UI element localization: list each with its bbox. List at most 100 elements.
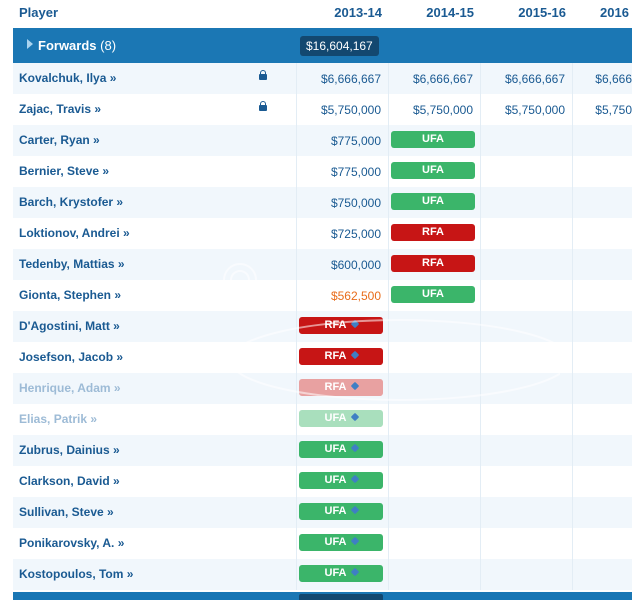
column-divider: [388, 63, 389, 94]
ufa-status-badge[interactable]: UFA: [299, 472, 383, 489]
year-header-2016[interactable]: 2016: [600, 5, 629, 20]
player-name-link[interactable]: Carter, Ryan »: [19, 133, 100, 147]
column-divider: [572, 156, 573, 187]
status-badge-label: RFA: [422, 257, 444, 269]
player-name-link[interactable]: Gionta, Stephen »: [19, 288, 122, 302]
column-divider: [572, 373, 573, 404]
rfa-status-badge[interactable]: RFA: [299, 317, 383, 334]
ufa-status-badge[interactable]: UFA: [391, 162, 475, 179]
year-header-2014-15[interactable]: 2014-15: [426, 5, 474, 20]
column-divider: [388, 373, 389, 404]
player-name-link[interactable]: Tedenby, Mattias »: [19, 257, 125, 271]
column-divider: [296, 187, 297, 218]
player-name-link[interactable]: Kovalchuk, Ilya »: [19, 71, 117, 85]
column-divider: [388, 342, 389, 373]
column-divider: [296, 342, 297, 373]
ufa-status-badge[interactable]: UFA: [299, 441, 383, 458]
tag-icon: [350, 319, 359, 329]
column-divider: [480, 435, 481, 466]
column-divider: [388, 435, 389, 466]
ufa-status-badge[interactable]: UFA: [299, 534, 383, 551]
column-divider: [296, 311, 297, 342]
table-row: Zubrus, Dainius » UFA: [13, 435, 632, 466]
column-divider: [388, 404, 389, 435]
table-row: Henrique, Adam » RFA: [13, 373, 632, 404]
column-divider: [388, 94, 389, 125]
player-name-link[interactable]: Sullivan, Steve »: [19, 505, 114, 519]
player-name-link[interactable]: Clarkson, David »: [19, 474, 120, 488]
player-name-link[interactable]: Zubrus, Dainius »: [19, 443, 120, 457]
column-divider: [480, 125, 481, 156]
ufa-status-badge[interactable]: UFA: [391, 193, 475, 210]
column-divider: [296, 125, 297, 156]
group-title: Forwards (8): [38, 38, 117, 53]
column-divider: [572, 94, 573, 125]
column-divider: [296, 94, 297, 125]
player-name-link[interactable]: Josefson, Jacob »: [19, 350, 124, 364]
table-row: Sullivan, Steve » UFA: [13, 497, 632, 528]
table-header: Player 2013-14 2014-15 2015-16 2016: [0, 0, 632, 27]
status-badge-label: RFA: [324, 350, 347, 362]
rfa-status-badge[interactable]: RFA: [391, 255, 475, 272]
salary-cell: $6,666: [595, 72, 632, 86]
column-divider: [572, 187, 573, 218]
year-header-2015-16[interactable]: 2015-16: [518, 5, 566, 20]
column-divider: [480, 497, 481, 528]
player-name-link[interactable]: Henrique, Adam »: [19, 381, 121, 395]
column-divider: [480, 404, 481, 435]
table-row: D'Agostini, Matt » RFA: [13, 311, 632, 342]
column-divider: [296, 63, 297, 94]
year-header-2013-14[interactable]: 2013-14: [334, 5, 382, 20]
player-name-link[interactable]: Kostopoulos, Tom »: [19, 567, 134, 581]
player-column-header[interactable]: Player: [19, 5, 59, 20]
column-divider: [388, 125, 389, 156]
chevron-right-icon[interactable]: [27, 39, 33, 49]
status-badge-label: UFA: [422, 288, 444, 300]
column-divider: [296, 497, 297, 528]
salary-cell: $5,750,000: [504, 103, 565, 117]
ufa-status-badge[interactable]: UFA: [299, 410, 383, 427]
status-badge-label: UFA: [422, 195, 444, 207]
lock-icon: [259, 70, 267, 80]
column-divider: [480, 311, 481, 342]
salary-cell: $775,000: [330, 134, 381, 148]
status-badge-label: RFA: [324, 381, 347, 393]
column-divider: [572, 559, 573, 590]
salary-cell: $5,750: [595, 103, 632, 117]
player-name-link[interactable]: Loktionov, Andrei »: [19, 226, 130, 240]
status-badge-label: RFA: [324, 319, 347, 331]
column-divider: [296, 249, 297, 280]
column-divider: [572, 249, 573, 280]
column-divider: [572, 497, 573, 528]
player-name-link[interactable]: Elias, Patrik »: [19, 412, 98, 426]
column-divider: [572, 280, 573, 311]
player-name-link[interactable]: D'Agostini, Matt »: [19, 319, 120, 333]
rfa-status-badge[interactable]: RFA: [391, 224, 475, 241]
forwards-group-header[interactable]: Forwards (8) $16,604,167: [13, 28, 632, 64]
ufa-status-badge[interactable]: UFA: [299, 503, 383, 520]
table-row: Gionta, Stephen » $562,500 UFA: [13, 280, 632, 311]
column-divider: [388, 311, 389, 342]
player-name-link[interactable]: Barch, Krystofer »: [19, 195, 124, 209]
column-divider: [480, 559, 481, 590]
ufa-status-badge[interactable]: UFA: [391, 131, 475, 148]
player-name-link[interactable]: Ponikarovsky, A. »: [19, 536, 125, 550]
player-name-link[interactable]: Zajac, Travis »: [19, 102, 102, 116]
column-divider: [388, 187, 389, 218]
player-name-link[interactable]: Bernier, Steve »: [19, 164, 110, 178]
status-badge-label: UFA: [422, 133, 444, 145]
column-divider: [388, 559, 389, 590]
next-group-header[interactable]: [13, 592, 632, 600]
rfa-status-badge[interactable]: RFA: [299, 348, 383, 365]
column-divider: [296, 156, 297, 187]
column-divider: [480, 280, 481, 311]
status-badge-label: UFA: [324, 567, 347, 579]
table-row: Kostopoulos, Tom » UFA: [13, 559, 632, 590]
column-divider: [572, 528, 573, 559]
salary-cell: $750,000: [330, 196, 381, 210]
column-divider: [480, 218, 481, 249]
table-row: Zajac, Travis » $5,750,000 $5,750,000 $5,75…: [13, 94, 632, 125]
rfa-status-badge[interactable]: RFA: [299, 379, 383, 396]
ufa-status-badge[interactable]: UFA: [391, 286, 475, 303]
ufa-status-badge[interactable]: UFA: [299, 565, 383, 582]
